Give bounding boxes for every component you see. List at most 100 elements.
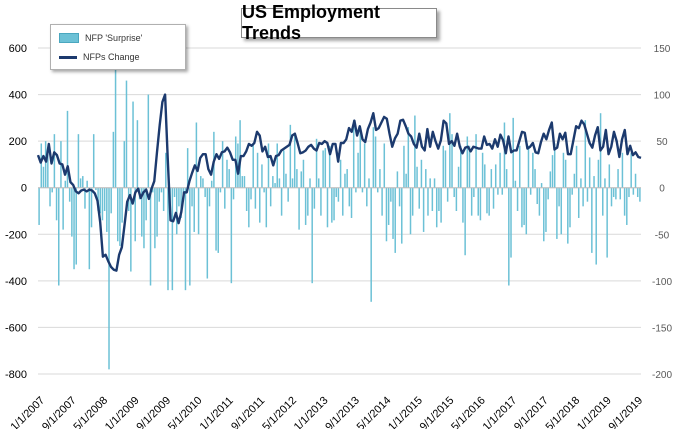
bar: [481, 152, 484, 188]
bar: [311, 187, 313, 284]
bar: [422, 187, 425, 232]
bar: [381, 187, 383, 216]
bar: [512, 117, 514, 188]
bar: [53, 134, 56, 188]
bar: [331, 187, 333, 223]
bar: [175, 187, 178, 235]
bar: [350, 187, 353, 218]
bar: [106, 187, 108, 232]
bar: [165, 152, 167, 188]
bar: [560, 187, 563, 235]
bar: [322, 150, 324, 188]
bar: [639, 187, 641, 202]
bar: [475, 134, 477, 188]
bar: [278, 178, 281, 188]
bar: [372, 127, 375, 188]
bar: [549, 171, 552, 188]
bar: [604, 178, 606, 188]
legend-label-nfp-change: NFPs Change: [83, 52, 140, 62]
bar: [289, 124, 292, 188]
bar: [95, 187, 97, 191]
legend-item-nfp-change: NFPs Change: [59, 52, 140, 62]
bar: [556, 187, 558, 239]
bar: [545, 187, 547, 232]
bar: [256, 152, 259, 188]
bar: [501, 187, 504, 195]
bar: [315, 138, 318, 188]
bar: [88, 187, 91, 270]
bar: [178, 187, 180, 207]
bar: [248, 187, 250, 228]
bar: [71, 187, 73, 237]
x-tick-label: 9/1/2019: [606, 394, 645, 429]
bar: [208, 187, 211, 207]
bar: [287, 187, 289, 202]
bar: [348, 187, 351, 207]
bar: [313, 187, 316, 209]
bar: [193, 187, 195, 232]
bar: [582, 187, 584, 207]
bar: [610, 187, 613, 207]
bar: [562, 152, 565, 188]
bar: [200, 176, 202, 188]
bar: [621, 152, 624, 188]
bar: [116, 187, 119, 242]
bar: [158, 187, 161, 202]
bar: [44, 141, 47, 188]
bar: [293, 134, 296, 188]
legend-label-surprise: NFP 'Surprise': [85, 33, 143, 43]
bar: [536, 187, 538, 205]
bar: [320, 187, 322, 216]
bar: [269, 187, 272, 207]
bar: [237, 143, 239, 188]
bar: [569, 187, 571, 228]
right-tick-label: -100: [652, 277, 672, 288]
bar: [154, 187, 156, 249]
bar: [226, 159, 228, 188]
bar: [453, 187, 455, 198]
bar: [588, 157, 591, 188]
right-tick-label: 0: [659, 184, 665, 195]
bar: [385, 187, 388, 242]
bar: [75, 187, 77, 265]
bar: [40, 143, 43, 188]
bar: [204, 187, 206, 198]
bar: [134, 187, 136, 242]
bar: [602, 187, 604, 216]
bar: [241, 176, 244, 188]
bar: [409, 187, 412, 235]
bar: [403, 145, 405, 188]
bar: [470, 187, 473, 216]
bar: [254, 187, 257, 209]
line-series: [36, 93, 642, 272]
bar: [119, 187, 121, 246]
bar: [123, 141, 126, 188]
bar: [132, 101, 134, 188]
bar: [376, 187, 379, 193]
bar: [121, 187, 123, 223]
bar: [466, 136, 469, 188]
bar: [317, 178, 320, 188]
bar: [518, 145, 521, 188]
bar: [283, 150, 285, 188]
bar: [261, 164, 263, 188]
bar: [414, 115, 416, 188]
bar: [630, 152, 632, 188]
bar: [379, 169, 381, 188]
bar: [525, 187, 528, 235]
bar: [416, 166, 418, 188]
bar: [484, 164, 486, 188]
bar: [363, 143, 366, 188]
bar: [328, 145, 331, 188]
bar: [527, 145, 530, 188]
bar: [291, 178, 294, 188]
bar: [440, 187, 442, 223]
bar: [307, 187, 309, 216]
bar: [101, 187, 104, 221]
bar: [344, 173, 346, 188]
right-tick-label: -50: [655, 230, 670, 241]
bar: [180, 187, 182, 218]
bar: [571, 187, 573, 195]
bar: [272, 176, 274, 188]
bar: [429, 178, 431, 188]
